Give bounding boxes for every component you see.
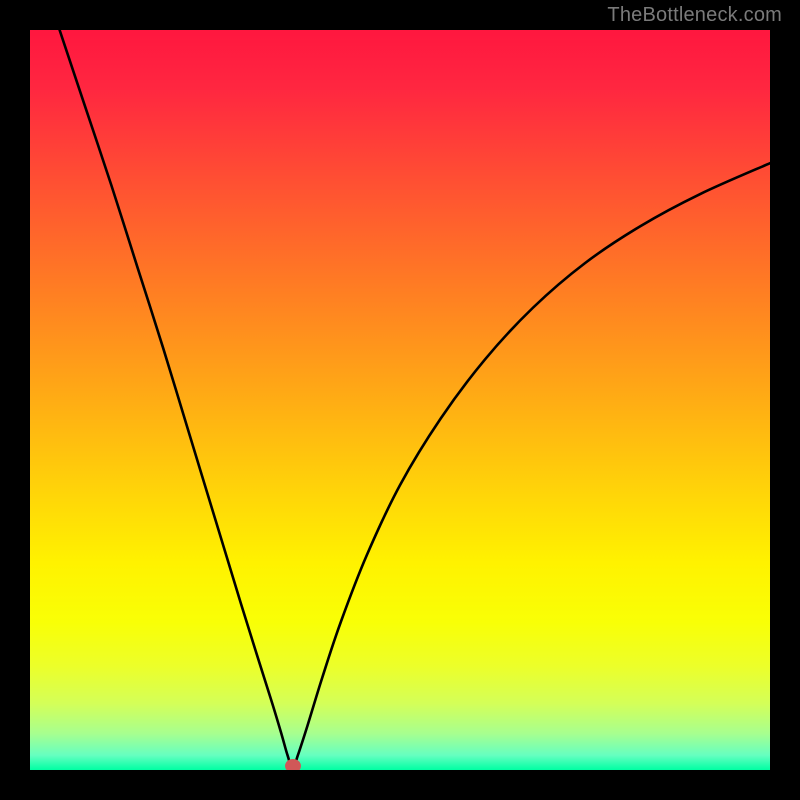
watermark-text: TheBottleneck.com xyxy=(607,4,782,27)
minimum-marker xyxy=(285,759,301,770)
plot-area xyxy=(30,30,770,770)
bottleneck-curve xyxy=(30,30,770,770)
